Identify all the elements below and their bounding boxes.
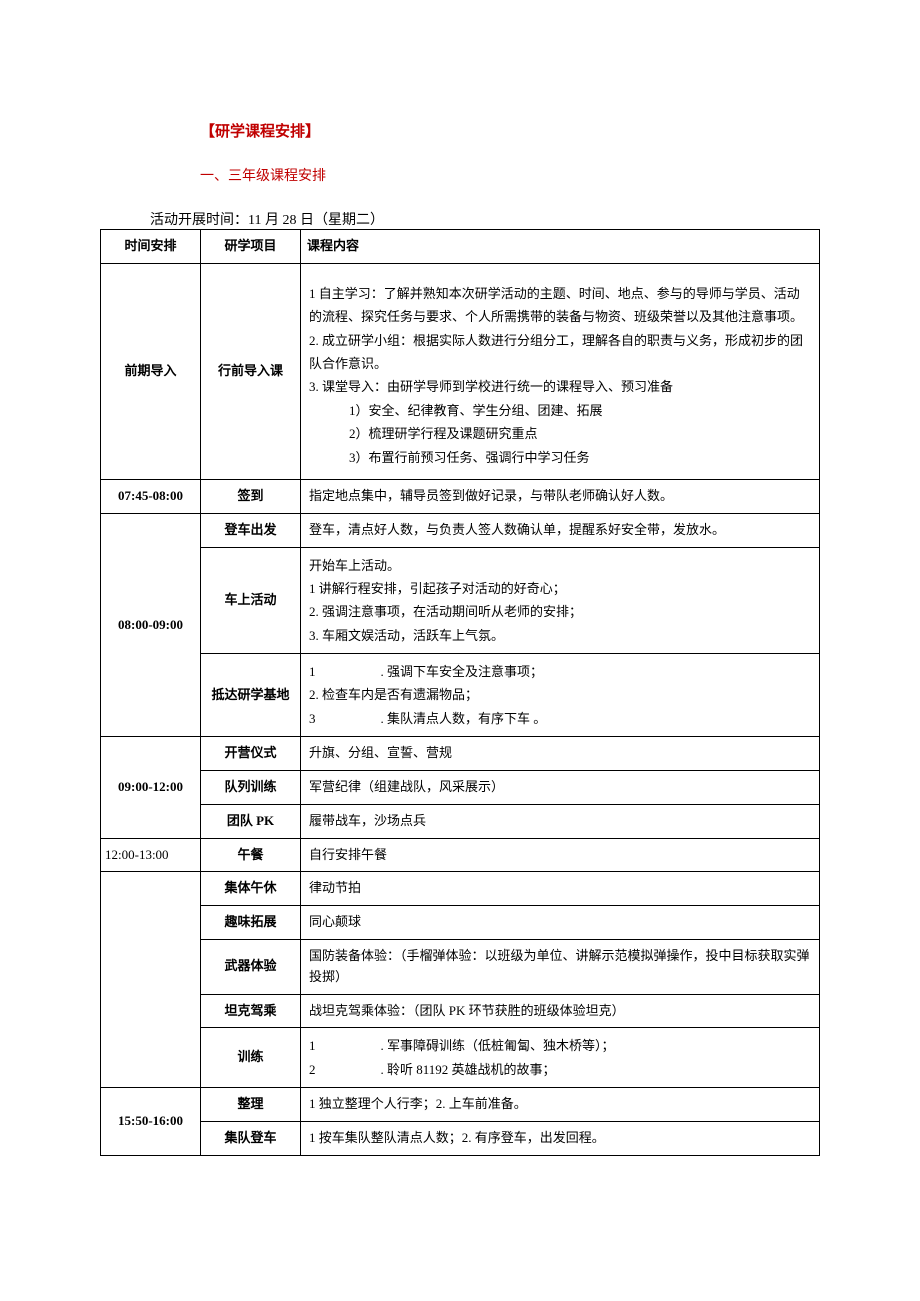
cell-project: 坦克驾乘 [201,994,301,1028]
table-row: 集体午休 律动节拍 [101,872,820,906]
cell-project: 集体午休 [201,872,301,906]
cell-project: 签到 [201,479,301,513]
cell-content: 升旗、分组、宣誓、营规 [301,737,820,771]
cell-content: 指定地点集中，辅导员签到做好记录，与带队老师确认好人数。 [301,479,820,513]
cell-time [101,872,201,1088]
table-header-row: 时间安排 研学项目 课程内容 [101,230,820,264]
table-row: 训练 1 . 军事障碍训练（低桩匍匐、独木桥等）； 2 . 聆听 81192 英… [101,1028,820,1088]
content-line: 3 . 集队清点人数，有序下车 。 [309,707,811,730]
cell-content: 1 . 军事障碍训练（低桩匍匐、独木桥等）； 2 . 聆听 81192 英雄战机… [301,1028,820,1088]
cell-project: 整理 [201,1088,301,1122]
content-line: 2. 成立研学小组：根据实际人数进行分组分工，理解各自的职责与义务，形成初步的团… [309,329,811,376]
cell-content: 同心颠球 [301,906,820,940]
cell-content: 1 独立整理个人行李；2. 上车前准备。 [301,1088,820,1122]
cell-content: 1 . 强调下车安全及注意事项； 2. 检查车内是否有遗漏物品； 3 . 集队清… [301,654,820,737]
cell-project: 集队登车 [201,1122,301,1156]
content-line: 3）布置行前预习任务、强调行中学习任务 [309,446,811,469]
content-line: 1 自主学习：了解并熟知本次研学活动的主题、时间、地点、参与的导师与学员、活动的… [309,282,811,329]
table-row: 09:00-12:00 开营仪式 升旗、分组、宣誓、营规 [101,737,820,771]
header-project: 研学项目 [201,230,301,264]
cell-project: 抵达研学基地 [201,654,301,737]
cell-project: 团队 PK [201,804,301,838]
cell-project: 行前导入课 [201,263,301,479]
cell-content: 战坦克驾乘体验：（团队 PK 环节获胜的班级体验坦克） [301,994,820,1028]
cell-project: 队列训练 [201,771,301,805]
cell-project: 训练 [201,1028,301,1088]
document-subtitle: 一、三年级课程安排 [200,165,820,185]
content-line: 3. 车厢文娱活动，活跃车上气氛。 [309,624,811,647]
cell-time: 前期导入 [101,263,201,479]
header-time: 时间安排 [101,230,201,264]
table-row: 坦克驾乘 战坦克驾乘体验：（团队 PK 环节获胜的班级体验坦克） [101,994,820,1028]
table-row: 队列训练 军营纪律（组建战队，风采展示） [101,771,820,805]
cell-project: 趣味拓展 [201,906,301,940]
content-line: 1 . 军事障碍训练（低桩匍匐、独木桥等）； [309,1034,811,1057]
content-line: 2. 强调注意事项，在活动期间听从老师的安排； [309,600,811,623]
cell-content: 国防装备体验：（手榴弹体验：以班级为单位、讲解示范模拟弹操作，投中目标获取实弹投… [301,940,820,995]
table-row: 抵达研学基地 1 . 强调下车安全及注意事项； 2. 检查车内是否有遗漏物品； … [101,654,820,737]
content-line: 1 . 强调下车安全及注意事项； [309,660,811,683]
cell-content: 履带战车，沙场点兵 [301,804,820,838]
schedule-table: 时间安排 研学项目 课程内容 前期导入 行前导入课 1 自主学习：了解并熟知本次… [100,229,820,1156]
cell-project: 武器体验 [201,940,301,995]
cell-content: 自行安排午餐 [301,838,820,872]
content-line: 2 . 聆听 81192 英雄战机的故事； [309,1058,811,1081]
cell-content: 登车，清点好人数，与负责人签人数确认单，提醒系好安全带，发放水。 [301,513,820,547]
table-row: 07:45-08:00 签到 指定地点集中，辅导员签到做好记录，与带队老师确认好… [101,479,820,513]
cell-project: 开营仪式 [201,737,301,771]
table-row: 武器体验 国防装备体验：（手榴弹体验：以班级为单位、讲解示范模拟弹操作，投中目标… [101,940,820,995]
cell-content: 1 按车集队整队清点人数；2. 有序登车，出发回程。 [301,1122,820,1156]
content-line: 2. 检查车内是否有遗漏物品； [309,683,811,706]
cell-content: 开始车上活动。 1 讲解行程安排，引起孩子对活动的好奇心； 2. 强调注意事项，… [301,547,820,654]
table-row: 12:00-13:00 午餐 自行安排午餐 [101,838,820,872]
table-row: 团队 PK 履带战车，沙场点兵 [101,804,820,838]
content-line: 开始车上活动。 [309,554,811,577]
cell-time: 08:00-09:00 [101,513,201,737]
table-row: 集队登车 1 按车集队整队清点人数；2. 有序登车，出发回程。 [101,1122,820,1156]
cell-project: 车上活动 [201,547,301,654]
cell-time: 12:00-13:00 [101,838,201,872]
table-row: 车上活动 开始车上活动。 1 讲解行程安排，引起孩子对活动的好奇心； 2. 强调… [101,547,820,654]
content-line: 2）梳理研学行程及课题研究重点 [309,422,811,445]
content-line: 1）安全、纪律教育、学生分组、团建、拓展 [309,399,811,422]
content-line: 1 讲解行程安排，引起孩子对活动的好奇心； [309,577,811,600]
table-row: 15:50-16:00 整理 1 独立整理个人行李；2. 上车前准备。 [101,1088,820,1122]
cell-content: 律动节拍 [301,872,820,906]
cell-time: 09:00-12:00 [101,737,201,838]
cell-content: 军营纪律（组建战队，风采展示） [301,771,820,805]
table-row: 趣味拓展 同心颠球 [101,906,820,940]
cell-project: 午餐 [201,838,301,872]
cell-project: 登车出发 [201,513,301,547]
document-title: 【研学课程安排】 [200,120,820,141]
header-content: 课程内容 [301,230,820,264]
content-line: 3. 课堂导入：由研学导师到学校进行统一的课程导入、预习准备 [309,375,811,398]
cell-content: 1 自主学习：了解并熟知本次研学活动的主题、时间、地点、参与的导师与学员、活动的… [301,263,820,479]
table-row: 前期导入 行前导入课 1 自主学习：了解并熟知本次研学活动的主题、时间、地点、参… [101,263,820,479]
activity-time-label: 活动开展时间：11 月 28 日（星期二） [150,209,820,229]
table-row: 08:00-09:00 登车出发 登车，清点好人数，与负责人签人数确认单，提醒系… [101,513,820,547]
cell-time: 15:50-16:00 [101,1088,201,1156]
cell-time: 07:45-08:00 [101,479,201,513]
